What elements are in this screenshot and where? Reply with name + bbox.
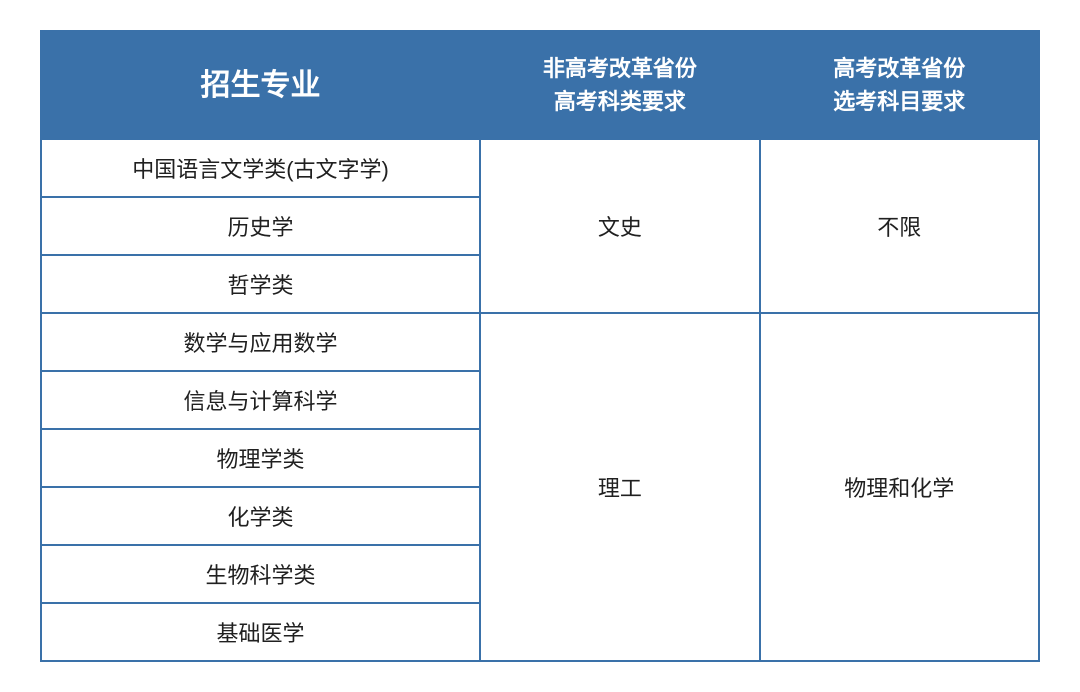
major-cell: 物理学类: [41, 429, 480, 487]
major-cell: 生物科学类: [41, 545, 480, 603]
header-nonreform-line1: 非高考改革省份: [543, 56, 697, 81]
table-row: 数学与应用数学 理工 物理和化学: [41, 313, 1039, 371]
nonreform-cell: 理工: [480, 313, 759, 661]
header-nonreform: 非高考改革省份 高考科类要求: [480, 31, 759, 139]
nonreform-cell: 文史: [480, 139, 759, 313]
table-header-row: 招生专业 非高考改革省份 高考科类要求 高考改革省份 选考科目要求: [41, 31, 1039, 139]
table-row: 中国语言文学类(古文字学) 文史 不限: [41, 139, 1039, 197]
reform-cell: 不限: [760, 139, 1039, 313]
major-cell: 基础医学: [41, 603, 480, 661]
reform-cell: 物理和化学: [760, 313, 1039, 661]
major-cell: 数学与应用数学: [41, 313, 480, 371]
header-reform-line2: 选考科目要求: [833, 89, 965, 114]
header-reform-line1: 高考改革省份: [833, 56, 965, 81]
header-reform: 高考改革省份 选考科目要求: [760, 31, 1039, 139]
header-major: 招生专业: [41, 31, 480, 139]
admissions-table: 招生专业 非高考改革省份 高考科类要求 高考改革省份 选考科目要求 中国语言文学…: [40, 30, 1040, 662]
major-cell: 中国语言文学类(古文字学): [41, 139, 480, 197]
major-cell: 哲学类: [41, 255, 480, 313]
major-cell: 历史学: [41, 197, 480, 255]
major-cell: 化学类: [41, 487, 480, 545]
major-cell: 信息与计算科学: [41, 371, 480, 429]
header-nonreform-line2: 高考科类要求: [554, 89, 686, 114]
